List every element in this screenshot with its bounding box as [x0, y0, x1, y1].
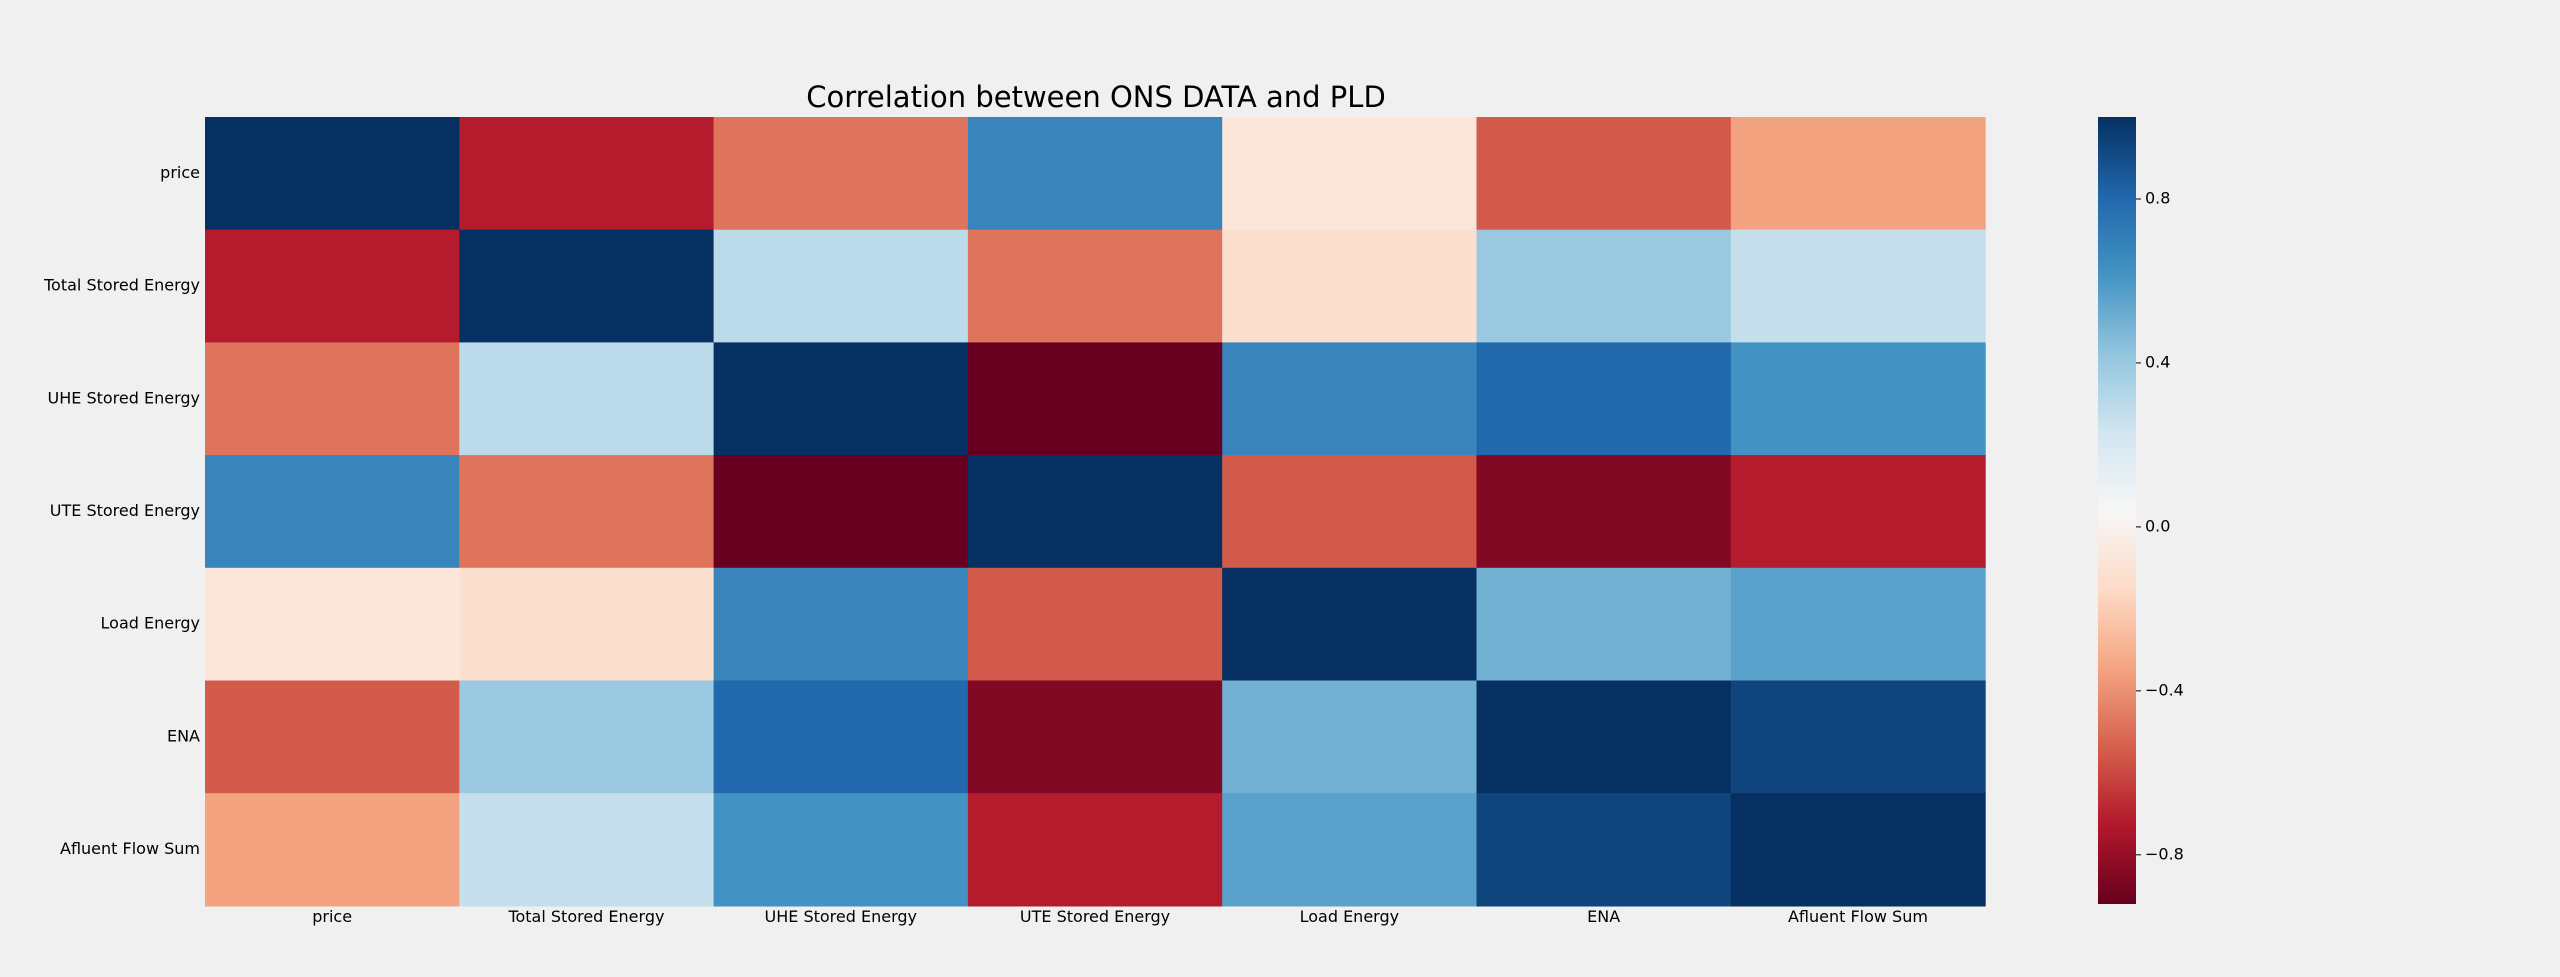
heatmap-cell	[1222, 793, 1478, 907]
heatmap-cells	[205, 117, 1986, 907]
colorbar-gradient	[2098, 117, 2136, 904]
chart-title: Correlation between ONS DATA and PLD	[806, 80, 1386, 114]
heatmap-cell	[205, 680, 460, 794]
column-label: Afluent Flow Sum	[1788, 907, 1928, 926]
row-label: Total Stored Energy	[43, 276, 200, 295]
column-labels: price Total Stored Energy UHE Stored Energ…	[312, 907, 1928, 926]
heatmap-cell	[1476, 793, 1732, 907]
heatmap-cell	[1476, 342, 1732, 456]
heatmap-cell	[1730, 793, 1986, 907]
heatmap-cell	[1476, 680, 1732, 794]
heatmap-cell	[1730, 567, 1986, 682]
column-label: ENA	[1587, 907, 1620, 926]
heatmap-cell	[1222, 117, 1478, 231]
heatmap-cell	[713, 342, 969, 456]
heatmap-cell	[459, 567, 715, 682]
heatmap-cell	[967, 342, 1223, 456]
heatmap-cell	[205, 229, 460, 343]
column-label: UTE Stored Energy	[1020, 907, 1170, 926]
column-label: Load Energy	[1300, 907, 1399, 926]
heatmap-cell	[205, 793, 460, 907]
heatmap-cell	[713, 793, 969, 907]
heatmap-cell	[713, 117, 969, 231]
heatmap-cell	[205, 567, 460, 682]
heatmap-cell	[1222, 342, 1478, 456]
heatmap-cell	[1730, 117, 1986, 231]
colorbar-tick-label: 0.0	[2145, 516, 2170, 535]
heatmap-cell	[967, 793, 1223, 907]
colorbar-tick-label: −0.8	[2145, 844, 2184, 863]
colorbar: 0.8 0.4 0.0 −0.4 −0.8	[2098, 117, 2184, 904]
colorbar-tick-label: 0.4	[2145, 352, 2170, 371]
column-label: price	[312, 907, 352, 926]
column-label: Total Stored Energy	[507, 907, 664, 926]
heatmap-cell	[205, 117, 460, 231]
heatmap-cell	[967, 680, 1223, 794]
heatmap-cell	[1476, 567, 1732, 682]
heatmap-cell	[459, 455, 715, 569]
heatmap-cell	[713, 567, 969, 682]
heatmap-cell	[1222, 680, 1478, 794]
row-label: Afluent Flow Sum	[60, 839, 200, 858]
heatmap-cell	[967, 455, 1223, 569]
heatmap-cell	[1222, 455, 1478, 569]
heatmap-cell	[459, 680, 715, 794]
heatmap-cell	[1476, 117, 1732, 231]
heatmap-cell	[713, 680, 969, 794]
heatmap-cell	[459, 117, 715, 231]
row-label: UTE Stored Energy	[50, 501, 200, 520]
heatmap-cell	[1222, 229, 1478, 343]
column-label: UHE Stored Energy	[765, 907, 917, 926]
heatmap-cell	[1476, 229, 1732, 343]
heatmap-cell	[713, 229, 969, 343]
heatmap-cell	[967, 117, 1223, 231]
heatmap-cell	[1730, 455, 1986, 569]
heatmap-cell	[1730, 680, 1986, 794]
heatmap-cell	[967, 567, 1223, 682]
heatmap-cell	[205, 455, 460, 569]
colorbar-tick-label: 0.8	[2145, 188, 2170, 207]
heatmap-cell	[459, 342, 715, 456]
heatmap-cell	[459, 229, 715, 343]
row-label: ENA	[167, 726, 200, 745]
heatmap-cell	[1476, 455, 1732, 569]
heatmap-cell	[1730, 229, 1986, 343]
heatmap-cell	[205, 342, 460, 456]
row-label: UHE Stored Energy	[48, 388, 200, 407]
heatmap-cell	[1730, 342, 1986, 456]
heatmap-cell	[713, 455, 969, 569]
heatmap-cell	[967, 229, 1223, 343]
heatmap-cell	[459, 793, 715, 907]
colorbar-tick-label: −0.4	[2145, 680, 2184, 699]
row-label: price	[160, 163, 200, 182]
heatmap-cell	[1222, 567, 1478, 682]
row-labels: price Total Stored Energy UHE Stored Energ…	[43, 163, 200, 858]
row-label: Load Energy	[101, 614, 200, 633]
